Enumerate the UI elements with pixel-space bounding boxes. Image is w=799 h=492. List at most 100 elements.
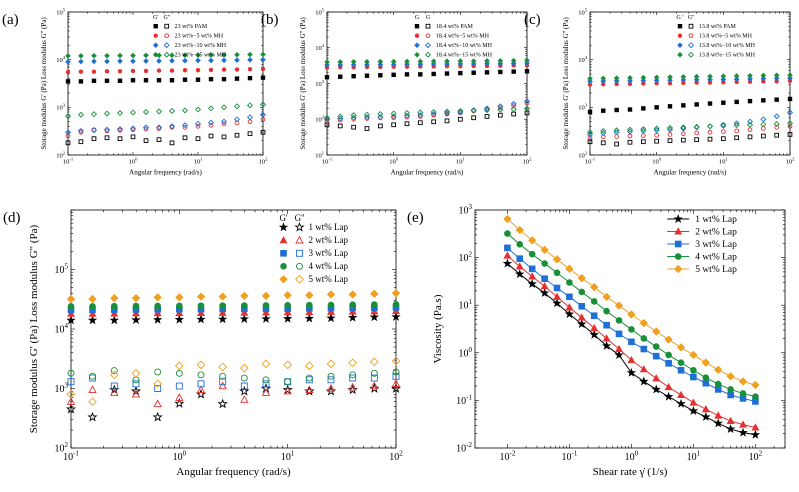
data-point-gp (773, 72, 780, 79)
data-point (504, 230, 511, 237)
y-tick-label: 103 (315, 79, 325, 88)
data-point (676, 398, 686, 408)
y-tick-label: 10-2 (456, 441, 472, 455)
data-point (702, 374, 710, 381)
data-point-gpp (626, 126, 634, 133)
data-point (552, 255, 562, 264)
data-point-gpp (175, 369, 183, 377)
data-point-gp (282, 313, 293, 323)
plot-frame (474, 209, 786, 449)
data-point-gpp (65, 403, 77, 414)
data-point-gpp (627, 133, 633, 139)
data-point-gpp (720, 121, 727, 128)
data-point-gp (431, 71, 436, 77)
data-point-gp (720, 73, 727, 79)
data-point-gpp (403, 112, 411, 119)
data-point-gp (156, 68, 162, 73)
data-point-gpp (654, 138, 660, 144)
data-point-gp (681, 103, 686, 108)
data-point-gp (104, 58, 110, 65)
data-point (627, 310, 636, 319)
data-point-gpp (337, 117, 343, 123)
legend-entry: 1 wt% Lap (309, 222, 349, 232)
data-point-gp (91, 69, 97, 74)
legend-entry: 23 wt% PAM (175, 24, 208, 30)
data-point-gpp (78, 139, 84, 145)
data-point-gp (195, 52, 201, 58)
data-point-gpp (129, 125, 137, 132)
y-tick-label: 104 (56, 55, 66, 64)
data-point-gpp (88, 385, 97, 393)
data-point-gp (484, 58, 490, 64)
data-point-gp (524, 69, 530, 74)
data-point-gpp (707, 129, 713, 135)
legend-header-gp: G (415, 15, 420, 21)
data-point (578, 288, 586, 296)
x-tick-label: 10-1 (585, 157, 595, 166)
data-point-gp (261, 313, 271, 323)
data-point-gp (247, 57, 253, 63)
data-point (701, 358, 710, 367)
data-point-gp (156, 78, 162, 83)
data-point (503, 214, 512, 224)
data-point-gp (91, 58, 97, 65)
data-point-gpp (90, 111, 97, 118)
data-point-gpp (197, 380, 205, 388)
legend-marker-gp (414, 51, 420, 58)
data-point-gp (78, 69, 84, 74)
x-tick-label: 10-1 (322, 157, 332, 166)
series-0 (587, 96, 793, 147)
series-3 (64, 51, 267, 120)
legend-marker-gpp (424, 51, 432, 58)
x-tick-label: 102 (259, 157, 269, 166)
legend-header-gp: G' (279, 213, 287, 223)
data-point-gpp (667, 132, 673, 137)
data-point (565, 303, 574, 311)
data-point (566, 279, 573, 286)
data-point-gpp (208, 122, 214, 128)
data-point-gp (667, 104, 673, 109)
data-point-gp (774, 97, 779, 102)
data-point-gpp (195, 136, 201, 142)
data-point-gpp (153, 379, 163, 389)
data-point-gpp (391, 122, 397, 128)
data-point-gpp (153, 399, 162, 408)
data-point-gpp (196, 360, 206, 370)
data-point-gpp (262, 376, 270, 384)
data-point (640, 345, 648, 353)
x-tick-label: 100 (652, 157, 662, 166)
data-point (665, 351, 672, 359)
panel-label: (b) (261, 12, 279, 28)
x-tick-label: 102 (786, 157, 796, 166)
data-point-gpp (511, 111, 517, 117)
data-point-gp (169, 52, 175, 59)
data-point-gp (143, 58, 149, 64)
data-point (504, 244, 511, 252)
series-4 (503, 214, 760, 390)
data-point-gpp (457, 116, 463, 122)
data-point-gpp (240, 374, 248, 382)
data-point-gp (260, 66, 266, 72)
data-point-gpp (130, 385, 142, 396)
data-point-gpp (349, 371, 357, 379)
data-point-gpp (760, 133, 766, 139)
data-point-gp (247, 75, 253, 81)
legend-marker-gpp (687, 42, 695, 49)
data-point-gpp (614, 141, 619, 147)
data-point-gp (787, 75, 793, 81)
data-point (750, 429, 761, 439)
data-point-gp (773, 75, 780, 82)
data-point-gp (143, 68, 149, 74)
legend-entry: 23 wt%−15 wt% MH (175, 53, 227, 59)
data-point-gp (88, 309, 97, 317)
x-tick-label: 101 (281, 450, 295, 464)
data-point (601, 340, 612, 350)
data-point-gpp (207, 119, 215, 126)
data-point-gpp (390, 383, 402, 393)
x-axis-label: Shear rate γ̇ (1/s) (593, 466, 668, 478)
data-point-gpp (417, 109, 424, 116)
data-point-gp (614, 107, 619, 113)
data-point-gpp (283, 360, 293, 370)
data-point (553, 292, 561, 300)
chart-e: 10-2 10-1 100 101 102 10-2 10-1 100 101 102 103 She… (407, 203, 786, 478)
